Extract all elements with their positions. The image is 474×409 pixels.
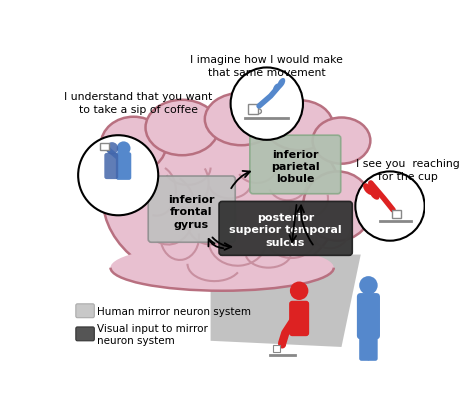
FancyBboxPatch shape: [273, 346, 280, 352]
Ellipse shape: [101, 117, 166, 173]
Circle shape: [356, 172, 425, 241]
FancyBboxPatch shape: [148, 177, 235, 243]
FancyBboxPatch shape: [76, 327, 94, 341]
FancyBboxPatch shape: [104, 153, 118, 180]
Circle shape: [278, 341, 286, 348]
Polygon shape: [210, 255, 361, 347]
Ellipse shape: [205, 94, 278, 146]
FancyBboxPatch shape: [247, 105, 257, 115]
FancyBboxPatch shape: [367, 337, 378, 361]
Ellipse shape: [313, 118, 370, 164]
Text: Visual input to mirror
neuron system: Visual input to mirror neuron system: [97, 323, 208, 345]
Text: I imagine how I would make
that same movement: I imagine how I would make that same mov…: [191, 54, 343, 78]
Circle shape: [290, 282, 309, 300]
Circle shape: [106, 143, 118, 155]
Ellipse shape: [146, 101, 219, 156]
Ellipse shape: [265, 101, 333, 151]
Ellipse shape: [110, 245, 334, 291]
Ellipse shape: [273, 84, 279, 92]
FancyBboxPatch shape: [359, 337, 370, 361]
Circle shape: [231, 68, 303, 140]
Ellipse shape: [303, 172, 372, 241]
Ellipse shape: [278, 79, 285, 89]
Text: inferior
frontal
gyrus: inferior frontal gyrus: [168, 195, 215, 229]
FancyBboxPatch shape: [392, 210, 401, 218]
FancyBboxPatch shape: [116, 153, 131, 180]
Ellipse shape: [363, 184, 374, 196]
Text: I see you  reaching
for the cup: I see you reaching for the cup: [356, 158, 460, 181]
FancyBboxPatch shape: [289, 301, 309, 336]
FancyBboxPatch shape: [357, 293, 380, 339]
Text: posterior
superior temporal
sulcus: posterior superior temporal sulcus: [229, 212, 342, 247]
Ellipse shape: [370, 190, 379, 200]
FancyBboxPatch shape: [250, 136, 341, 194]
Circle shape: [359, 276, 378, 295]
Text: inferior
parietal
lobule: inferior parietal lobule: [271, 149, 319, 184]
Circle shape: [117, 142, 130, 156]
Text: Human mirror neuron system: Human mirror neuron system: [97, 306, 251, 316]
Text: I understand that you want
to take a sip of coffee: I understand that you want to take a sip…: [64, 91, 212, 115]
FancyBboxPatch shape: [219, 202, 352, 256]
FancyBboxPatch shape: [100, 144, 109, 151]
Circle shape: [78, 136, 158, 216]
Ellipse shape: [103, 110, 341, 287]
FancyBboxPatch shape: [76, 304, 94, 318]
